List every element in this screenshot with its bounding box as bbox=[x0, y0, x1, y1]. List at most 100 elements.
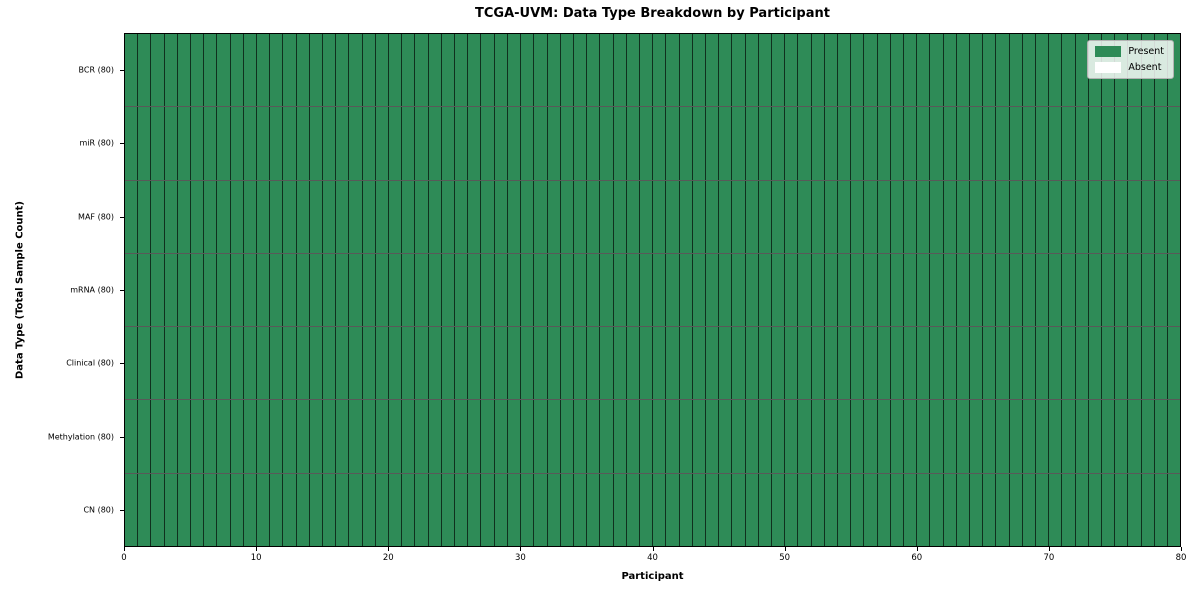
heatmap-cell bbox=[177, 400, 192, 473]
heatmap-cell bbox=[349, 107, 363, 180]
heatmap-cell bbox=[547, 107, 561, 180]
heatmap-cell bbox=[903, 253, 918, 327]
heatmap-cell bbox=[877, 180, 891, 253]
heatmap-cell bbox=[283, 180, 297, 253]
heatmap-cell bbox=[785, 180, 799, 253]
heatmap-cell bbox=[151, 473, 165, 546]
heatmap-cell bbox=[798, 107, 812, 180]
heatmap-cell bbox=[217, 253, 231, 327]
heatmap-cell bbox=[375, 400, 390, 473]
heatmap-cell bbox=[732, 34, 746, 107]
heatmap-cell bbox=[864, 107, 878, 180]
heatmap-cell bbox=[481, 400, 495, 473]
heatmap-cell bbox=[164, 253, 178, 327]
heatmap-cell bbox=[151, 34, 165, 107]
heatmap-cell bbox=[705, 253, 720, 327]
heatmap-cell bbox=[138, 400, 152, 473]
heatmap-cell bbox=[1036, 180, 1050, 253]
heatmap-cell bbox=[1141, 180, 1155, 253]
y-tick-label: Methylation (80) bbox=[47, 432, 114, 442]
heatmap-cell bbox=[903, 34, 918, 107]
heatmap-cell bbox=[1049, 400, 1063, 473]
heatmap-cell bbox=[1036, 400, 1050, 473]
heatmap-cell bbox=[639, 473, 654, 546]
heatmap-cell bbox=[402, 34, 416, 107]
heatmap-cell bbox=[217, 473, 231, 546]
heatmap-cell bbox=[336, 180, 350, 253]
heatmap-cell bbox=[1022, 253, 1037, 327]
heatmap-cell bbox=[613, 473, 627, 546]
heatmap-cell bbox=[481, 107, 495, 180]
heatmap-cell bbox=[771, 400, 786, 473]
heatmap-cell bbox=[164, 180, 178, 253]
present-swatch bbox=[1095, 46, 1122, 57]
heatmap-cell bbox=[151, 180, 165, 253]
heatmap-cell bbox=[864, 34, 878, 107]
heatmap-cell bbox=[705, 107, 720, 180]
heatmap-cell bbox=[323, 327, 337, 400]
heatmap-cell bbox=[323, 34, 337, 107]
heatmap-cell bbox=[402, 180, 416, 253]
heatmap-cell bbox=[191, 107, 205, 180]
heatmap-cell bbox=[798, 180, 812, 253]
heatmap-cell bbox=[785, 34, 799, 107]
heatmap-cell bbox=[719, 107, 733, 180]
heatmap-cell bbox=[389, 400, 403, 473]
heatmap-cell bbox=[191, 34, 205, 107]
x-axis-ticks: 0 10 20 30 40 50 60 70 80 bbox=[121, 547, 1186, 571]
heatmap-cell bbox=[851, 473, 865, 546]
heatmap-cell bbox=[771, 180, 786, 253]
heatmap-cell bbox=[930, 34, 944, 107]
heatmap-cell bbox=[177, 180, 192, 253]
heatmap-cell bbox=[837, 473, 852, 546]
heatmap-cell bbox=[507, 180, 522, 253]
heatmap-cell bbox=[1049, 34, 1063, 107]
heatmap-cell bbox=[428, 400, 442, 473]
heatmap-cell bbox=[771, 327, 786, 400]
heatmap-cell bbox=[402, 327, 416, 400]
heatmap-cell bbox=[745, 473, 759, 546]
heatmap-cell bbox=[415, 473, 429, 546]
heatmap-cell bbox=[1154, 473, 1169, 546]
heatmap-cell bbox=[983, 107, 997, 180]
heatmap-cell bbox=[600, 473, 614, 546]
heatmap-cell bbox=[389, 107, 403, 180]
y-tick-label: BCR (80) bbox=[78, 65, 114, 75]
heatmap-cell bbox=[1168, 180, 1181, 253]
heatmap-cell bbox=[653, 473, 667, 546]
x-tick-label: 20 bbox=[382, 553, 394, 563]
heatmap-cell bbox=[1088, 180, 1103, 253]
heatmap-cell bbox=[547, 180, 561, 253]
heatmap-cell bbox=[732, 253, 746, 327]
heatmap-cell bbox=[243, 327, 258, 400]
heatmap-cell bbox=[349, 473, 363, 546]
x-tick-mark bbox=[784, 547, 786, 551]
heatmap-cell bbox=[1075, 253, 1089, 327]
heatmap-row-mir bbox=[125, 107, 1181, 181]
heatmap-cell bbox=[758, 473, 772, 546]
heatmap-cell bbox=[811, 327, 825, 400]
heatmap-cell bbox=[679, 327, 693, 400]
y-tick-label: CN (80) bbox=[83, 505, 114, 515]
heatmap-cell bbox=[560, 107, 574, 180]
heatmap-cell bbox=[230, 327, 244, 400]
heatmap-cell bbox=[785, 473, 799, 546]
heatmap-cell bbox=[336, 34, 350, 107]
heatmap-cell bbox=[653, 34, 667, 107]
heatmap-cell bbox=[877, 107, 891, 180]
heatmap-cell bbox=[705, 327, 720, 400]
heatmap-cell bbox=[837, 400, 852, 473]
heatmap-cell bbox=[1062, 327, 1076, 400]
heatmap-cell bbox=[679, 400, 693, 473]
heatmap-cell bbox=[191, 400, 205, 473]
heatmap-cell bbox=[613, 180, 627, 253]
y-tick-label: miR (80) bbox=[79, 138, 114, 148]
heatmap-cell bbox=[1075, 400, 1089, 473]
heatmap-cell bbox=[309, 253, 324, 327]
heatmap-cell bbox=[534, 400, 548, 473]
heatmap-cell bbox=[534, 327, 548, 400]
heatmap-cell bbox=[573, 34, 588, 107]
heatmap-cell bbox=[468, 34, 482, 107]
heatmap-cell bbox=[1062, 107, 1076, 180]
heatmap-cell bbox=[428, 253, 442, 327]
